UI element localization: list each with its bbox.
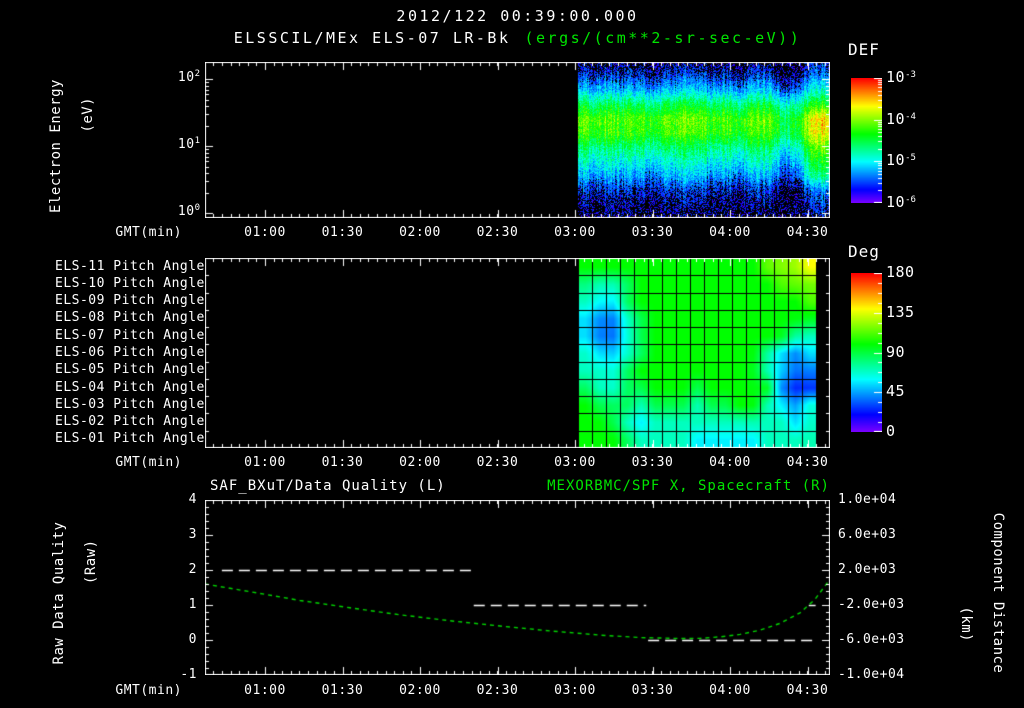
quality-y-axis-line1: Raw Data Quality xyxy=(51,521,67,665)
xtick-top-01:30: 01:30 xyxy=(321,225,364,240)
spectrogram-y-axis-line2: (eV) xyxy=(80,96,96,133)
xtick-top-02:00: 02:00 xyxy=(399,225,441,240)
spectrogram-y-axis-title: Electron Energy (eV) xyxy=(48,46,96,246)
xtick-mid-03:00: 03:00 xyxy=(554,455,596,470)
spectrogram-y-axis-line1: Electron Energy xyxy=(48,79,64,213)
xtick-top-02:30: 02:30 xyxy=(476,225,519,240)
deg-colorbar xyxy=(851,273,882,432)
distance-ytick-4: -6.0e+03 xyxy=(838,632,905,647)
distance-y-axis-line2: (km) xyxy=(958,606,974,643)
def-tick--4: 10-4 xyxy=(886,109,916,128)
quality-ytick-3: 3 xyxy=(188,527,197,542)
xtick-top-03:00: 03:00 xyxy=(554,225,596,240)
deg-colorbar-title: Deg xyxy=(848,242,880,261)
quality-ytick-0: 0 xyxy=(188,632,197,647)
row-label-els-4: ELS-04 Pitch Angle xyxy=(55,379,205,395)
xtick-mid-04:30: 04:30 xyxy=(786,455,829,470)
xtick-mid-01:30: 01:30 xyxy=(321,455,364,470)
distance-ytick-3: -2.0e+03 xyxy=(838,597,905,612)
quality-ytick-4: 4 xyxy=(188,492,197,507)
row-label-els-3: ELS-03 Pitch Angle xyxy=(55,396,205,412)
xtick-bottom-04:00: 04:00 xyxy=(709,683,751,698)
def-colorbar-title: DEF xyxy=(848,40,880,59)
pitch-angle-heatmap xyxy=(205,258,830,448)
xtick-bottom-04:30: 04:30 xyxy=(786,683,829,698)
timestamp-title: 2012/122 00:39:00.000 xyxy=(396,7,639,25)
quality-y-axis-title: Raw Data Quality (Raw) xyxy=(51,483,99,703)
distance-ytick-0: 1.0e+04 xyxy=(838,492,897,507)
xtick-mid-02:30: 02:30 xyxy=(476,455,519,470)
deg-tick-90: 90 xyxy=(886,342,906,361)
plot-title-units: (ergs/(cm**2-sr-sec-eV)) xyxy=(524,29,802,47)
row-label-els-1: ELS-01 Pitch Angle xyxy=(55,431,205,447)
def-tick--6: 10-6 xyxy=(886,193,916,211)
xtick-mid-03:30: 03:30 xyxy=(631,455,674,470)
row-label-els-7: ELS-07 Pitch Angle xyxy=(55,327,205,343)
row-label-els-11: ELS-11 Pitch Angle xyxy=(55,258,205,274)
deg-tick-45: 45 xyxy=(886,382,906,401)
xtick-mid-01:00: 01:00 xyxy=(244,455,286,470)
quality-ytick-2: 2 xyxy=(188,562,197,577)
spectrogram-ytick-1: 101 xyxy=(177,136,200,153)
gmt-label-top: GMT(min) xyxy=(115,225,182,240)
xtick-bottom-01:00: 01:00 xyxy=(244,683,286,698)
distance-y-axis-line1: Component Distance xyxy=(990,512,1006,674)
xtick-bottom-02:30: 02:30 xyxy=(476,683,519,698)
quality-distance-chart xyxy=(205,500,830,675)
xtick-mid-04:00: 04:00 xyxy=(709,455,751,470)
row-label-els-2: ELS-02 Pitch Angle xyxy=(55,414,205,430)
row-label-els-8: ELS-08 Pitch Angle xyxy=(55,310,205,326)
xtick-bottom-03:00: 03:00 xyxy=(554,683,596,698)
def-tick--3: 10-3 xyxy=(886,68,916,86)
row-label-els-9: ELS-09 Pitch Angle xyxy=(55,293,205,309)
xtick-bottom-02:00: 02:00 xyxy=(399,683,441,698)
spectrogram-ytick-2: 102 xyxy=(177,69,200,86)
xtick-mid-02:00: 02:00 xyxy=(399,455,441,470)
xtick-top-03:30: 03:30 xyxy=(631,225,674,240)
quality-y-axis-line2: (Raw) xyxy=(83,539,99,585)
quality-ytick-1: 1 xyxy=(188,597,197,612)
quality-series-title: SAF_BXuT/Data Quality (L) xyxy=(210,478,446,494)
spacecraft-series-title: MEXORBMC/SPF X, Spacecraft (R) xyxy=(547,478,830,494)
xtick-top-04:00: 04:00 xyxy=(709,225,751,240)
row-label-els-10: ELS-10 Pitch Angle xyxy=(55,275,205,291)
electron-energy-spectrogram xyxy=(205,62,830,218)
def-tick--5: 10-5 xyxy=(886,151,916,170)
plot-title: ELSSCIL/MEx ELS-07 LR-Bk (ergs/(cm**2-sr-… xyxy=(145,30,890,46)
xtick-bottom-03:30: 03:30 xyxy=(631,683,674,698)
xtick-bottom-01:30: 01:30 xyxy=(321,683,364,698)
def-colorbar xyxy=(851,78,882,203)
plot-title-instrument: ELSSCIL/MEx ELS-07 LR-Bk xyxy=(233,29,511,47)
gmt-label-mid: GMT(min) xyxy=(115,455,182,470)
xtick-top-04:30: 04:30 xyxy=(786,225,829,240)
gmt-label-bottom: GMT(min) xyxy=(115,683,182,698)
row-label-els-5: ELS-05 Pitch Angle xyxy=(55,362,205,378)
xtick-top-01:00: 01:00 xyxy=(244,225,286,240)
distance-ytick-5: -1.0e+04 xyxy=(838,667,905,682)
deg-tick-135: 135 xyxy=(886,302,915,321)
quality-ytick--1: -1 xyxy=(180,667,197,682)
row-label-els-6: ELS-06 Pitch Angle xyxy=(55,345,205,360)
deg-tick-180: 180 xyxy=(886,263,915,281)
spectrogram-ytick-0: 100 xyxy=(177,203,200,220)
distance-y-axis-title: Component Distance (km) xyxy=(958,473,1006,708)
deg-tick-0: 0 xyxy=(886,422,896,440)
distance-ytick-1: 6.0e+03 xyxy=(838,527,897,542)
distance-ytick-2: 2.0e+03 xyxy=(838,562,897,577)
